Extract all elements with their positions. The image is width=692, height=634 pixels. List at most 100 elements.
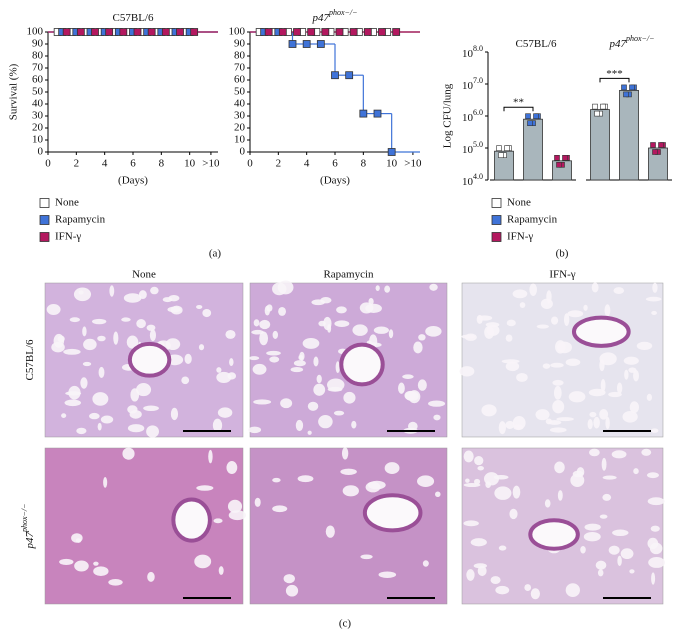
- panel-label: (a): [209, 248, 222, 260]
- tissue-space: [307, 401, 319, 411]
- tissue-space: [73, 287, 92, 302]
- tissue-space: [388, 329, 394, 339]
- tissue-space: [509, 508, 518, 520]
- bar-point: [498, 152, 504, 158]
- marker: [345, 71, 354, 80]
- tissue-space: [613, 287, 625, 295]
- tissue-space: [425, 325, 442, 337]
- tissue-space: [313, 356, 319, 367]
- tissue-space: [272, 477, 281, 483]
- marker: [161, 28, 170, 36]
- tissue-space: [113, 331, 119, 345]
- tissue-space: [146, 425, 160, 438]
- tissue-space: [600, 378, 606, 392]
- tissue-space: [59, 558, 74, 566]
- tissue-space: [227, 372, 237, 380]
- tissue-space: [218, 566, 224, 575]
- tissue-space: [461, 334, 476, 339]
- tissue-space: [302, 337, 320, 349]
- tissue-space: [589, 411, 597, 418]
- tissue-space: [266, 350, 281, 356]
- tissue-space: [69, 317, 80, 323]
- y-tick-label: 100: [27, 26, 44, 38]
- title-text: C57BL/6: [516, 38, 557, 50]
- airway: [127, 341, 172, 378]
- tissue-space: [429, 283, 438, 291]
- tick-exponent: 4.0: [473, 172, 483, 181]
- tissue-space: [485, 322, 500, 328]
- tissue-space: [216, 367, 222, 373]
- y-tick-label: 105.0: [462, 140, 483, 155]
- title-text: p47: [608, 38, 626, 50]
- airway: [571, 315, 631, 348]
- tissue-space: [136, 319, 146, 329]
- tissue-space: [550, 362, 564, 368]
- tissue-space: [227, 499, 243, 513]
- tissue-space: [91, 318, 107, 325]
- tissue-space: [278, 306, 286, 316]
- tissue-space: [474, 478, 481, 485]
- bar-point: [600, 103, 606, 110]
- tick-base: 10: [462, 176, 474, 188]
- airway: [339, 342, 385, 387]
- tissue-space: [512, 485, 521, 499]
- title-text: C57BL/6: [113, 12, 154, 24]
- tissue-space: [490, 576, 501, 585]
- tissue-space: [264, 305, 270, 316]
- bar-point: [592, 103, 598, 110]
- tissue-space: [599, 514, 608, 519]
- tissue-space: [651, 310, 657, 316]
- bar: [619, 90, 639, 181]
- tissue-space: [147, 571, 155, 582]
- tissue-space: [633, 468, 639, 475]
- tissue-space: [61, 413, 67, 418]
- tissue-space: [470, 538, 487, 547]
- title-superscript: phox−/−: [625, 34, 655, 43]
- tissue-space: [494, 486, 512, 500]
- tissue-space: [463, 520, 479, 527]
- tissue-space: [83, 338, 97, 351]
- tissue-space: [463, 483, 481, 488]
- bar-point: [562, 155, 568, 161]
- tissue-space: [335, 361, 340, 374]
- x-tick-label: 10: [184, 158, 196, 170]
- x-tick-label: 6: [332, 158, 338, 170]
- marker: [387, 148, 396, 156]
- marker: [392, 28, 401, 36]
- tissue-space: [602, 493, 612, 501]
- tissue-space: [629, 401, 640, 414]
- significance-bracket: [503, 106, 534, 112]
- tissue-space: [129, 410, 142, 419]
- tissue-space: [318, 415, 333, 429]
- tissue-space: [556, 417, 574, 422]
- tissue-space: [336, 306, 347, 314]
- tissue-space: [127, 424, 145, 433]
- x-tick-label: 4: [304, 158, 310, 170]
- tissue-space: [544, 499, 551, 508]
- tick-base: 10: [462, 112, 474, 124]
- bar-point: [629, 84, 635, 91]
- tissue-space: [485, 481, 492, 488]
- tissue-space: [76, 427, 87, 435]
- x-tick-label: 2: [74, 158, 80, 170]
- tissue-space: [272, 505, 288, 513]
- legend-label: IFN-γ: [507, 231, 533, 243]
- tissue-space: [565, 358, 581, 367]
- tissue-space: [327, 386, 343, 392]
- tissue-space: [342, 485, 359, 497]
- tissue-space: [583, 304, 588, 311]
- significance-label: ***: [606, 68, 623, 80]
- tissue-space: [648, 556, 666, 568]
- tissue-space: [53, 333, 65, 348]
- tissue-space: [595, 560, 607, 570]
- legend-swatch: [491, 215, 502, 225]
- tissue-space: [297, 475, 314, 483]
- tissue-space: [228, 510, 247, 521]
- tissue-space: [570, 473, 585, 487]
- tissue-space: [150, 286, 159, 295]
- legend-label: None: [507, 197, 531, 209]
- tissue-space: [548, 420, 562, 425]
- tick-exponent: 8.0: [473, 44, 483, 53]
- marker: [331, 71, 339, 80]
- tissue-space: [557, 490, 563, 501]
